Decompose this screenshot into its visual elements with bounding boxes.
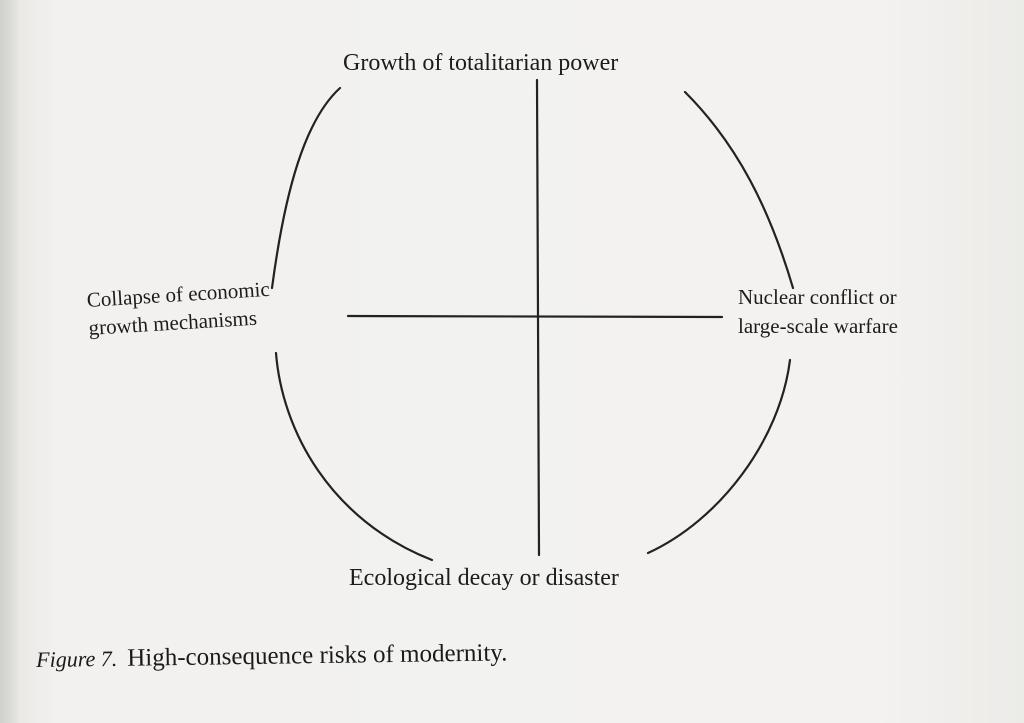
circle-arc-top-left: [270, 86, 342, 290]
top-label: Growth of totalitarian power: [343, 50, 619, 76]
right-label: Nuclear conflict or large-scale warfare: [738, 283, 898, 341]
right-label-line-1: Nuclear conflict or: [738, 285, 897, 309]
bottom-label: Ecological decay or disaster: [349, 565, 619, 591]
circle-arc-bottom-left: [274, 351, 434, 562]
caption-text: High-consequence risks of modernity.: [127, 639, 508, 672]
right-label-line-2: large-scale warfare: [738, 314, 898, 338]
horizontal-axis: [346, 314, 724, 319]
circle-arc-bottom-right: [646, 358, 792, 555]
left-label: Collapse of economic growth mechanisms: [86, 275, 272, 342]
circle-arc-top-right: [683, 90, 795, 290]
caption-prefix: Figure 7.: [36, 645, 118, 672]
page-gutter: [0, 0, 18, 723]
